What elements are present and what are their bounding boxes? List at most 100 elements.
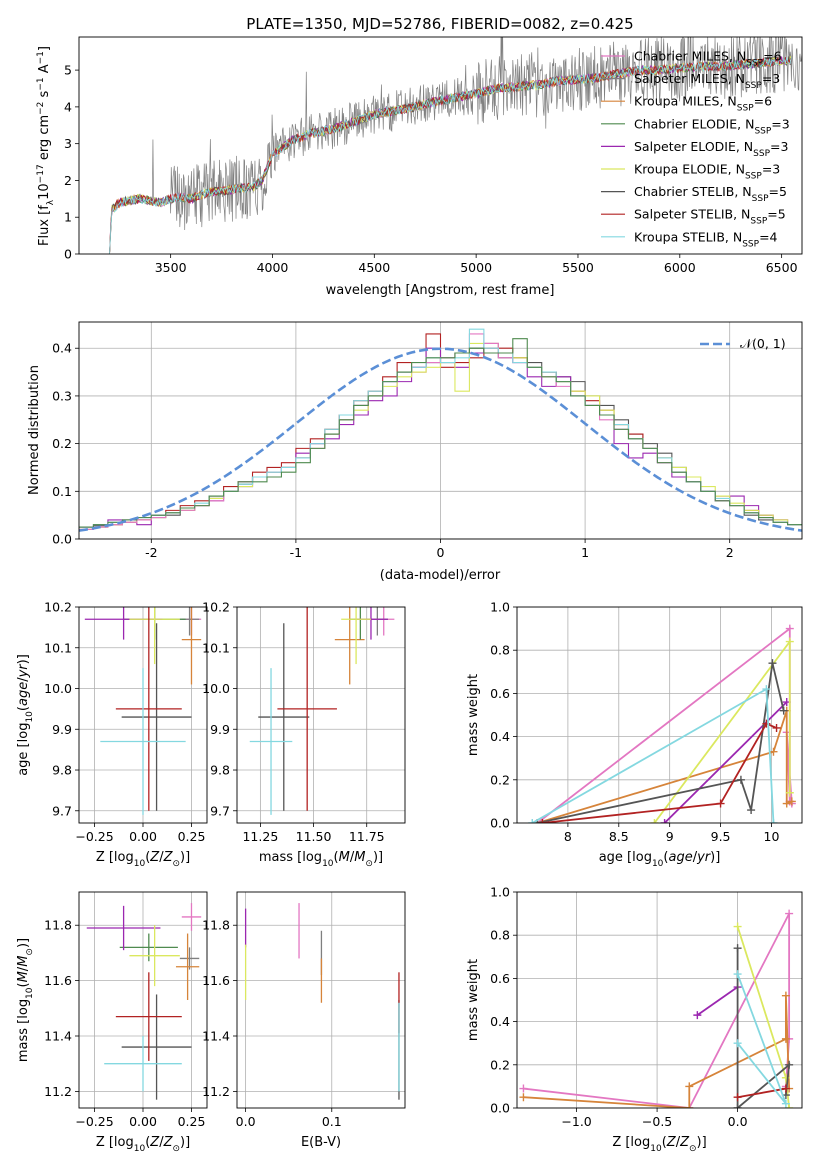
weight-marker-kroupa-miles (787, 797, 796, 806)
x-tick-label: −0.25 (75, 1114, 113, 1129)
x-tick-label: 2 (726, 545, 734, 560)
y-tick-label: 10.0 (44, 681, 72, 696)
weight-marker-chabrier-stelib (768, 659, 777, 668)
weight-vs-age-panel-plot (517, 607, 802, 823)
y-tick-label: 0.0 (490, 816, 510, 831)
x-tick-label: 0 (437, 545, 445, 560)
weight-marker-chabrier-stelib (779, 706, 788, 715)
weight-line-salpeter-elodie (696, 986, 739, 1016)
weight-line-kroupa-stelib (531, 687, 775, 823)
weight-marker-kroupa-miles (781, 1034, 790, 1043)
x-axis-label: E(B-V) (301, 1135, 341, 1150)
axes-frame (516, 891, 803, 1109)
histogram-chabrier-elodie (79, 338, 802, 528)
residual-panel-plot (79, 322, 802, 539)
x-tick-label: -2 (145, 545, 157, 560)
y-tick-label: 2 (64, 173, 72, 188)
x-tick-label: 0.0 (728, 1114, 748, 1129)
y-tick-label: 0.4 (490, 729, 510, 744)
x-tick-label: −0.5 (642, 1114, 672, 1129)
spectrum-panel: 3500 4000 4500 5000 5500 6000 6500 0 1 2 3 4 5 wavele… (36, 36, 803, 298)
weight-marker-kroupa-elodie (785, 1104, 794, 1108)
normal-curve (79, 347, 802, 532)
weight-marker-chabrier-stelib (785, 1060, 794, 1069)
x-axis-label: mass [log10(M/M⊙)] (259, 850, 383, 869)
y-tick-label: 0.6 (490, 971, 510, 986)
axes-frame (78, 321, 803, 540)
weight-marker-kroupa-stelib (528, 819, 537, 823)
weight-marker-kroupa-miles (685, 1082, 694, 1091)
age-vs-z-panel-plot (79, 607, 207, 823)
y-tick-label: 9.9 (52, 722, 72, 737)
legend-label: 𝒩(0, 1) (740, 336, 786, 351)
y-tick-label: 0 (64, 247, 72, 262)
axes-frame (78, 36, 803, 255)
x-tick-label: 0.00 (129, 1114, 157, 1129)
legend-label: Chabrier MILES, NSSP=6 (634, 49, 782, 69)
y-tick-label: 9.7 (210, 803, 230, 818)
x-tick-label: 0.0 (236, 1114, 256, 1129)
x-axis-label: Z [log10(Z/Z⊙)] (612, 1135, 706, 1154)
weight-line-kroupa-stelib (736, 973, 787, 1105)
axes-frame (236, 891, 406, 1109)
weight-line-kroupa-miles (537, 710, 793, 823)
weight-line-kroupa-elodie (736, 926, 791, 1108)
x-axis-label: (data-model)/error (380, 568, 501, 583)
legend-label: Kroupa ELODIE, NSSP=3 (634, 162, 780, 182)
age-vs-z-panel: −0.25 0.00 0.25 9.7 9.8 9.9 10.0 10.1 10.2 Z [log… (16, 600, 208, 869)
weight-marker-kroupa-miles (519, 1093, 528, 1102)
weight-marker-kroupa-miles (685, 1104, 694, 1108)
legend-label: Salpeter MILES, NSSP=3 (634, 71, 780, 91)
x-tick-label: −0.25 (75, 829, 113, 844)
y-tick-label: 5 (64, 63, 72, 78)
weight-line-chabrier-stelib (736, 948, 791, 1108)
y-tick-label: 9.9 (210, 722, 230, 737)
axes-frame (516, 606, 803, 824)
y-tick-label: 11.6 (44, 973, 72, 988)
y-tick-label: 0.4 (490, 1014, 510, 1029)
weight-marker-salpeter-stelib (781, 1084, 790, 1093)
x-tick-label: −1.0 (561, 1114, 591, 1129)
weight-marker-kroupa-stelib (762, 685, 771, 694)
x-tick-label: 8 (564, 829, 572, 844)
legend: 𝒩(0, 1) (700, 336, 786, 351)
x-axis-label: Z [log10(Z/Z⊙)] (96, 1135, 190, 1154)
y-tick-label: 9.8 (52, 763, 72, 778)
weight-marker-salpeter-stelib (733, 1093, 742, 1102)
x-tick-label: 8.5 (609, 829, 629, 844)
x-tick-label: 5500 (562, 260, 594, 275)
weight-marker-salpeter-stelib (772, 723, 781, 732)
x-tick-label: 0.25 (178, 829, 206, 844)
observed-spectrum (109, 37, 802, 254)
y-tick-label: 0.4 (52, 341, 72, 356)
weight-vs-age-panel: 8 8.5 9 9.5 10 0.0 0.2 0.4 0.6 0.8 1.0 age [log10(a… (466, 600, 803, 869)
weight-marker-chabrier-miles (785, 624, 794, 633)
weight-vs-z-panel: −1.0 −0.5 0.0 0.0 0.2 0.4 0.6 0.8 1.0 Z [log10(Z/… (466, 885, 803, 1154)
x-tick-label: 6000 (664, 260, 696, 275)
y-tick-label: 9.7 (52, 803, 72, 818)
y-tick-label: 10.1 (44, 640, 72, 655)
y-axis-label: Normed distribution (27, 365, 42, 495)
legend-label: Salpeter ELODIE, NSSP=3 (634, 139, 788, 159)
y-tick-label: 0.3 (52, 388, 72, 403)
spectrum-panel-plot (109, 37, 802, 254)
weight-marker-kroupa-stelib (733, 970, 742, 979)
mass-vs-ebv-panel: 0.0 0.1 11.2 11.4 11.6 11.8 E(B-V) (202, 891, 406, 1150)
y-tick-label: 1.0 (490, 885, 510, 900)
weight-marker-chabrier-stelib (733, 944, 742, 953)
x-tick-label: 0.1 (322, 1114, 342, 1129)
y-axis-label: age [log10(age/yr)] (16, 654, 35, 776)
x-tick-label: 5000 (460, 260, 492, 275)
y-tick-label: 11.8 (202, 918, 230, 933)
y-axis-label: Flux [fλ10−17 erg cm−2 s−1 A−1] (36, 46, 56, 246)
axes-frame (78, 606, 208, 824)
mass-vs-ebv-panel-plot (237, 892, 405, 1108)
y-tick-label: 1.0 (490, 600, 510, 615)
weight-marker-chabrier-miles (519, 1084, 528, 1093)
weight-marker-kroupa-elodie (733, 922, 742, 931)
y-tick-label: 9.8 (210, 763, 230, 778)
weight-marker-chabrier-stelib (733, 1104, 742, 1108)
weight-marker-kroupa-miles (782, 799, 791, 808)
